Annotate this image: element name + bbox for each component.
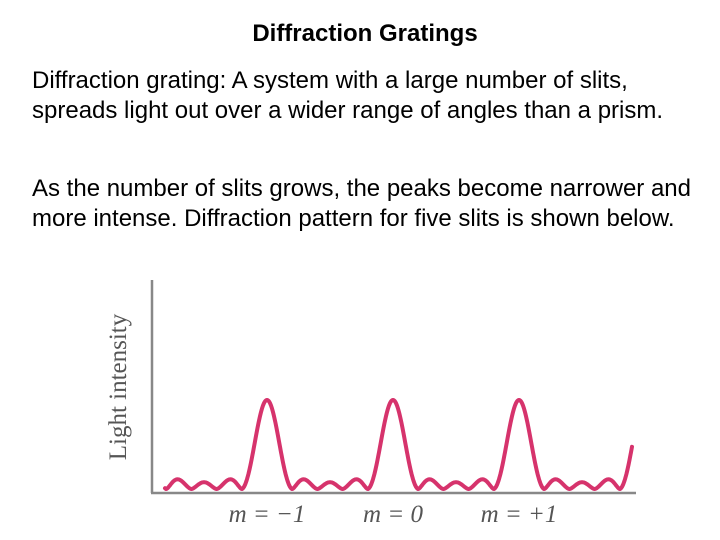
tick-labels: m = −1 m = 0 m = +1 (229, 501, 558, 528)
description-paragraph: As the number of slits grows, the peaks … (32, 175, 691, 232)
tick-label-m-plus1: m = +1 (481, 501, 558, 528)
tick-label-m-minus1: m = −1 (229, 501, 306, 528)
diffraction-pattern-figure: Light intensity m = −1 m = 0 m = +1 (0, 270, 720, 540)
definition-paragraph: Diffraction grating: A system with a lar… (32, 67, 664, 124)
tick-label-m-0: m = 0 (363, 501, 423, 528)
diffraction-chart: Light intensity m = −1 m = 0 m = +1 (105, 280, 636, 528)
intensity-curve (163, 398, 634, 491)
y-axis-label: Light intensity (105, 313, 132, 460)
slide-title: Diffraction Gratings (252, 20, 478, 47)
